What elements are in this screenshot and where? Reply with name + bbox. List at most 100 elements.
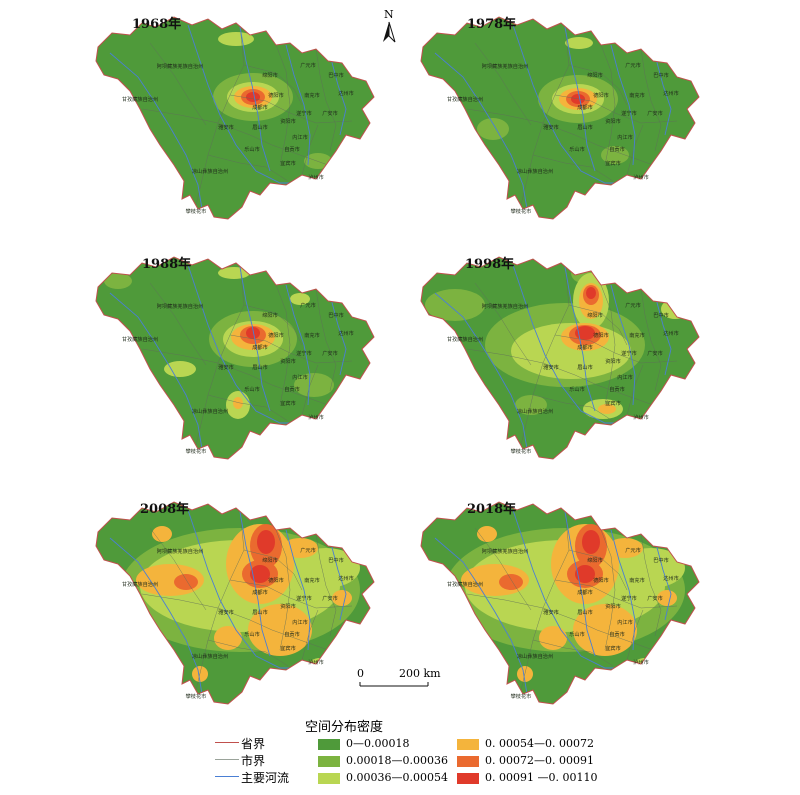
- region-label-guangan: 广安市: [647, 349, 663, 357]
- city-boundaries: [141, 24, 353, 206]
- region-label-yibin: 宜宾市: [605, 159, 621, 167]
- river-line: [329, 539, 347, 621]
- city-boundary-line: [217, 362, 329, 406]
- scale-start: 0: [357, 667, 364, 680]
- province-boundary: [420, 501, 700, 705]
- region-label-yibin: 宜宾市: [280, 399, 296, 407]
- region-label-yibin: 宜宾市: [605, 399, 621, 407]
- region-label-chengdu: 成都市: [252, 588, 268, 596]
- year-label: 1978年: [467, 17, 517, 32]
- map-panel-1978: 阿坝藏族羌族自治州 甘孜藏族自治州 凉山彝族自治州 攀枝花市 广元市 巴中市 达州市 绵阳市德…: [415, 5, 715, 220]
- region-label-panzhihua: 攀枝花市: [186, 207, 207, 215]
- region-label-meishan: 眉山市: [577, 608, 593, 616]
- rivers: [109, 24, 347, 210]
- city-boundary-line: [626, 124, 644, 176]
- region-label-aba: 阿坝藏族羌族自治州: [157, 302, 204, 310]
- density-surface: [96, 502, 374, 704]
- city-boundary-line: [554, 579, 678, 609]
- region-label-guangyuan: 广元市: [625, 546, 641, 554]
- region-label-deyang: 德阳市: [593, 331, 609, 339]
- region-label-nanchong: 南充市: [304, 576, 320, 584]
- region-label-chengdu: 成都市: [577, 103, 593, 111]
- density-class-4-area: [214, 626, 242, 650]
- river-line: [329, 54, 347, 136]
- region-label-ziyang: 资阳市: [605, 117, 621, 125]
- river-line: [109, 52, 203, 210]
- region-label-nanchong: 南充市: [629, 576, 645, 584]
- density-class-2-area: [304, 153, 332, 169]
- region-label-panzhihua: 攀枝花市: [511, 447, 532, 455]
- city-boundary-line: [520, 24, 570, 206]
- region-label-liangshan: 凉山彝族自治州: [517, 652, 553, 660]
- city-boundary-line: [600, 284, 616, 406]
- river-line: [610, 284, 636, 406]
- region-label-luzhou: 泸州市: [308, 658, 324, 666]
- region-label-luzhou: 泸州市: [633, 173, 649, 181]
- region-label-aba: 阿坝藏族羌族自治州: [482, 62, 529, 70]
- region-label-panzhihua: 攀枝花市: [186, 692, 207, 700]
- river-line: [109, 537, 203, 695]
- region-label-guangyuan: 广元市: [625, 61, 641, 69]
- city-boundary-line: [532, 639, 614, 667]
- density-class-4-area: [282, 538, 318, 558]
- province-boundary: [95, 16, 375, 220]
- river-line: [285, 284, 311, 406]
- region-label-mianyang: 绵阳市: [587, 556, 603, 564]
- river-line: [512, 24, 635, 184]
- region-label-ganzi: 甘孜藏族自治州: [447, 335, 483, 343]
- density-surface: [421, 17, 699, 219]
- city-boundary-line: [149, 42, 207, 126]
- region-label-guangan: 广安市: [647, 594, 663, 602]
- region-label-dazhou: 达州市: [338, 89, 354, 97]
- region-label-ganzi: 甘孜藏族自治州: [122, 95, 158, 103]
- city-boundary-line: [532, 394, 614, 422]
- city-boundary-line: [542, 122, 654, 166]
- city-boundary-line: [141, 348, 219, 364]
- region-label-aba: 阿坝藏族羌族自治州: [157, 547, 204, 555]
- density-surface: [96, 257, 374, 459]
- region-label-nanchong: 南充市: [304, 91, 320, 99]
- year-label: 1988年: [142, 257, 192, 272]
- region-label-ganzi: 甘孜藏族自治州: [447, 95, 483, 103]
- region-label-meishan: 眉山市: [252, 123, 268, 131]
- city-boundary-line: [474, 527, 532, 611]
- density-class-4-area: [657, 590, 677, 606]
- city-boundary-line: [466, 593, 544, 609]
- density-class-4-area: [539, 626, 567, 650]
- city-boundary-line: [207, 394, 289, 422]
- region-label-ziyang: 资阳市: [280, 602, 296, 610]
- city-boundary-line: [243, 64, 303, 106]
- city-boundary-line: [229, 334, 353, 364]
- region-label-meishan: 眉山市: [577, 363, 593, 371]
- province-boundary: [420, 256, 700, 460]
- region-label-leshan: 乐山市: [569, 630, 585, 638]
- river-line: [434, 52, 528, 210]
- city-boundaries: [466, 264, 678, 446]
- city-boundary-line: [149, 527, 207, 611]
- region-label-mianyang: 绵阳市: [587, 311, 603, 319]
- region-label-nanchong: 南充市: [629, 91, 645, 99]
- year-label: 1998年: [465, 257, 515, 272]
- region-label-zigong: 自贡市: [609, 630, 625, 638]
- province-boundary: [420, 16, 700, 220]
- region-label-deyang: 德阳市: [268, 331, 284, 339]
- region-label-meishan: 眉山市: [252, 608, 268, 616]
- density-class-4-area: [598, 404, 616, 414]
- region-label-ganzi: 甘孜藏族自治州: [122, 335, 158, 343]
- region-label-ganzi: 甘孜藏族自治州: [447, 580, 483, 588]
- region-label-guangyuan: 广元市: [625, 301, 641, 309]
- city-boundary-line: [474, 42, 532, 126]
- map-panel-2008: 阿坝藏族羌族自治州 甘孜藏族自治州 凉山彝族自治州 攀枝花市 广元市 巴中市 达州市 绵阳市德…: [90, 490, 390, 705]
- map-panel-1968: 阿坝藏族羌族自治州 甘孜藏族自治州 凉山彝族自治州 攀枝花市 广元市 巴中市 达州市 绵阳市德…: [90, 5, 390, 220]
- region-label-bazhong: 巴中市: [653, 311, 669, 319]
- region-label-nanchong: 南充市: [629, 331, 645, 339]
- river-line: [285, 529, 311, 651]
- density-class-4-area: [332, 590, 352, 606]
- region-label-guangyuan: 广元市: [300, 301, 316, 309]
- rivers: [434, 509, 672, 695]
- city-boundary-line: [542, 607, 654, 651]
- swatch: [457, 756, 479, 767]
- river-line: [109, 292, 203, 450]
- city-boundary-line: [640, 288, 662, 392]
- region-label-liangshan: 凉山彝族自治州: [192, 407, 228, 415]
